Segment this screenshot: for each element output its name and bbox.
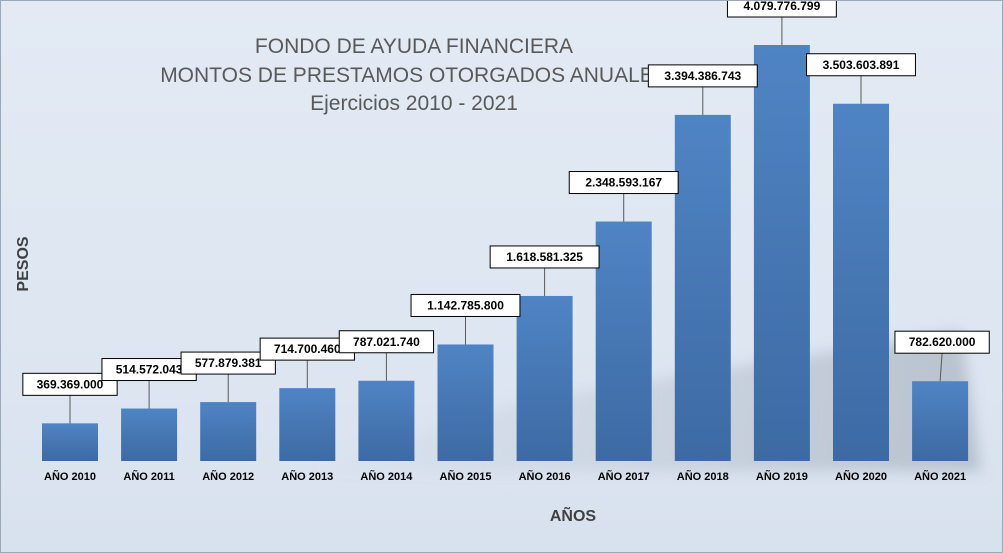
data-label: 4.079.776.799: [744, 1, 821, 13]
x-tick-label: AÑO 2015: [440, 470, 492, 483]
data-label: 3.503.603.891: [823, 58, 900, 72]
x-tick-label: AÑO 2020: [835, 470, 887, 483]
data-label: 1.142.785.800: [427, 298, 504, 312]
data-label-box: [568, 171, 679, 195]
x-tick-label: AÑO 2011: [123, 470, 174, 483]
y-axis-title: PESOS: [15, 236, 32, 291]
data-label-box: [894, 330, 990, 354]
x-tick-label: AÑO 2017: [598, 470, 650, 483]
data-label: 787.021.740: [353, 335, 420, 349]
data-label: 782.620.000: [909, 335, 976, 349]
bar-3: [200, 402, 257, 461]
chart-title-line-1: FONDO DE AYUDA FINANCIERA: [255, 35, 573, 58]
data-label: 577.879.381: [195, 356, 262, 370]
bar-6: [437, 344, 494, 461]
data-label-box: [22, 372, 118, 396]
data-label: 369.369.000: [37, 377, 104, 391]
x-tick-label: AÑO 2013: [281, 470, 333, 483]
chart-title-line-2: MONTOS DE PRESTAMOS OTORGADOS ANUALES: [160, 64, 668, 87]
x-tick-label: AÑO 2021: [914, 470, 966, 483]
bar-1: [42, 423, 98, 461]
bar-10: [753, 45, 810, 461]
bar-9: [674, 114, 731, 462]
data-label-box: [726, 1, 837, 18]
data-label: 1.618.581.325: [506, 250, 583, 264]
data-label: 714.700.460: [274, 342, 341, 356]
bar-11: [833, 103, 889, 462]
x-tick-label: AÑO 2010: [44, 470, 96, 483]
x-tick-label: AÑO 2018: [677, 470, 729, 483]
chart-title-line-3: Ejercicios 2010 - 2021: [310, 92, 518, 115]
x-tick-label: AÑO 2016: [519, 470, 571, 483]
bar-12: [912, 381, 969, 461]
x-axis-title: AÑOS: [550, 505, 597, 525]
bar-2: [121, 408, 178, 461]
bar-8: [595, 221, 652, 461]
data-label: 514.572.043: [116, 363, 183, 377]
data-label-leader: [939, 353, 943, 382]
bar-7: [516, 295, 573, 461]
data-label-box: [338, 330, 435, 354]
data-label: 2.348.593.167: [585, 176, 662, 190]
x-tick-label: AÑO 2012: [202, 470, 254, 483]
x-tick-label: AÑO 2014: [360, 470, 413, 483]
data-label-box: [180, 351, 276, 375]
data-label-box: [489, 245, 600, 269]
bar-4: [279, 388, 336, 461]
data-label-box: [647, 64, 758, 88]
bar-5: [358, 380, 415, 461]
x-tick-label: AÑO 2019: [756, 470, 808, 483]
data-label: 3.394.386.743: [664, 69, 741, 83]
data-label-box: [806, 53, 916, 77]
data-label-box: [410, 293, 521, 317]
